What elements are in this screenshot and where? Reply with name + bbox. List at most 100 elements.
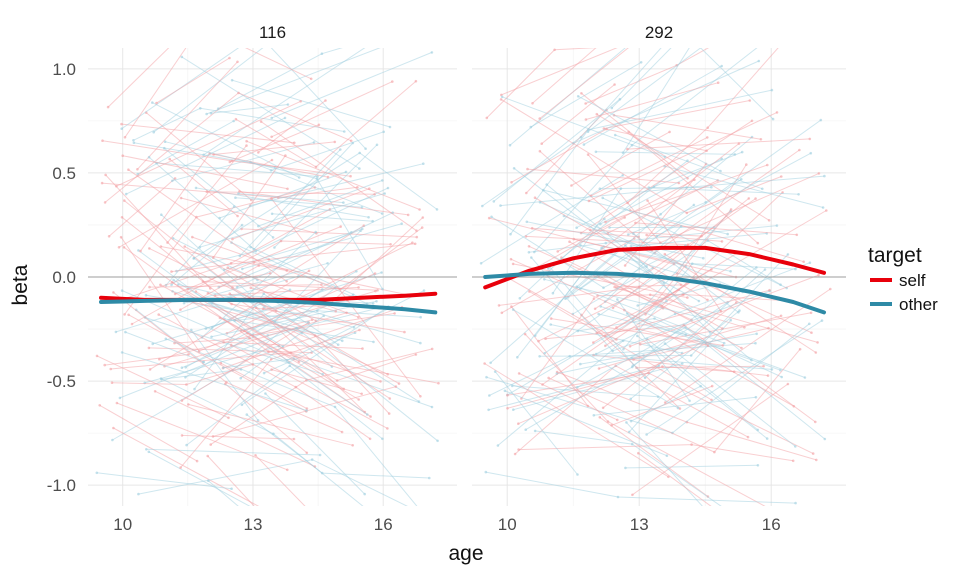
individual-point [811,452,815,455]
individual-point [136,168,139,171]
individual-point [759,138,763,141]
individual-line [664,253,817,353]
individual-point [779,368,782,372]
individual-point [512,408,515,412]
x-tick-label: 10 [113,515,132,534]
individual-point [576,386,579,389]
individual-point [665,299,668,303]
individual-point [147,450,151,454]
individual-point [124,192,128,196]
individual-point [602,286,605,290]
individual-point [114,330,118,334]
individual-point [755,332,758,336]
individual-line [489,217,675,265]
individual-line [530,61,642,128]
individual-point [823,174,826,178]
individual-point [341,339,344,343]
individual-point [222,340,225,344]
individual-point [388,397,392,400]
individual-trajectories [95,48,440,506]
individual-point [324,99,327,102]
individual-line [527,168,679,184]
individual-line [255,307,366,413]
individual-point [499,204,502,207]
individual-line [108,178,176,237]
individual-point [287,361,291,364]
individual-point [737,311,740,314]
individual-point [305,409,308,412]
individual-line [599,416,709,497]
individual-point [686,296,689,299]
individual-point [285,280,289,283]
individual-line [518,372,618,421]
individual-line [629,274,819,347]
individual-point [103,201,107,204]
individual-point [357,286,360,289]
individual-line [603,100,750,130]
individual-line [241,228,417,238]
individual-line [171,243,416,273]
individual-point [180,399,184,402]
individual-point [770,88,774,92]
individual-line [604,274,742,349]
individual-line [165,206,235,286]
individual-point [814,420,817,424]
individual-point [222,366,225,370]
individual-point [428,476,431,480]
individual-point [556,250,559,253]
individual-point [132,141,136,145]
individual-point [610,424,613,427]
individual-line [636,335,768,439]
individual-point [489,361,492,365]
individual-point [430,347,434,351]
individual-point [201,280,205,283]
individual-point [584,118,588,121]
individual-point [184,366,187,369]
individual-line [645,209,732,315]
individual-line [224,231,352,271]
individual-line [486,48,599,119]
individual-point [586,130,590,133]
individual-point [342,201,345,204]
individual-point [626,147,629,151]
individual-point [713,450,716,454]
individual-point [419,341,422,345]
individual-point [145,448,148,451]
individual-line [509,48,626,146]
x-tick-label: 13 [630,515,649,534]
y-tick-label: 0.0 [52,268,76,287]
individual-point [636,304,639,307]
individual-point [684,333,688,337]
individual-line [520,298,595,399]
individual-point [780,375,783,379]
individual-line [573,60,760,144]
individual-point [184,376,187,379]
individual-line [529,291,712,401]
individual-line [202,281,378,291]
individual-line [255,454,306,506]
individual-point [368,187,371,190]
individual-point [351,444,355,447]
individual-point [721,344,725,347]
individual-line [153,48,366,150]
individual-point [127,168,130,171]
individual-line [513,263,688,299]
individual-point [823,437,827,441]
individual-line [113,427,260,506]
individual-point [817,273,820,277]
individual-point [545,183,548,186]
individual-point [624,244,627,247]
individual-point [661,365,664,368]
individual-point [333,405,337,409]
individual-point [307,269,311,273]
individual-line [647,200,722,312]
individual-line [125,117,286,195]
individual-point [202,360,206,364]
individual-point [364,147,367,150]
individual-point [705,149,708,152]
individual-point [186,287,190,291]
individual-point [137,492,140,496]
individual-point [104,173,107,177]
individual-point [802,260,805,264]
individual-point [236,214,239,218]
